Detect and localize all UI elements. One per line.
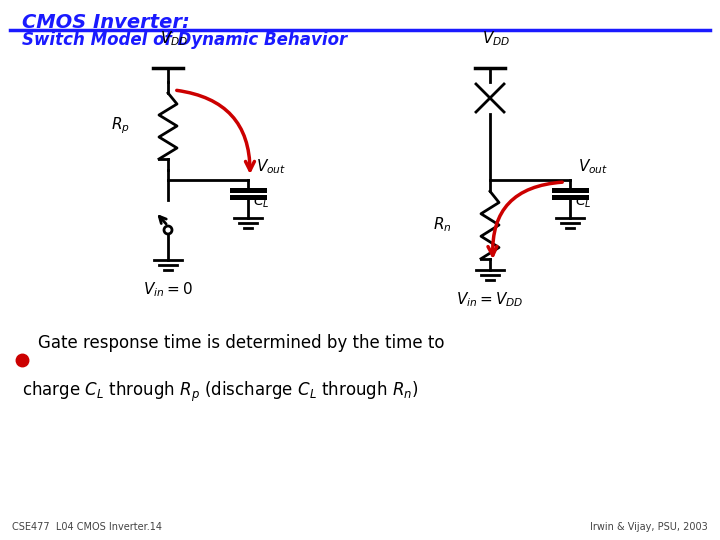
Text: Gate response time is determined by the time to: Gate response time is determined by the … bbox=[38, 334, 444, 352]
Text: $V_{DD}$: $V_{DD}$ bbox=[160, 29, 189, 48]
Text: $C_L$: $C_L$ bbox=[253, 194, 269, 211]
Text: $V_{in} = V_{DD}$: $V_{in} = V_{DD}$ bbox=[456, 290, 524, 309]
Text: $V_{DD}$: $V_{DD}$ bbox=[482, 29, 510, 48]
Text: $R_n$: $R_n$ bbox=[433, 215, 452, 234]
Text: $V_{in} = 0$: $V_{in} = 0$ bbox=[143, 280, 193, 299]
Text: $V_{out}$: $V_{out}$ bbox=[578, 157, 608, 176]
Text: charge $C_L$ through $R_p$ (discharge $C_L$ through $R_n$): charge $C_L$ through $R_p$ (discharge $C… bbox=[22, 380, 419, 404]
Text: CSE477  L04 CMOS Inverter.14: CSE477 L04 CMOS Inverter.14 bbox=[12, 522, 162, 532]
Text: Switch Model of Dynamic Behavior: Switch Model of Dynamic Behavior bbox=[22, 31, 347, 49]
Text: CMOS Inverter:: CMOS Inverter: bbox=[22, 13, 190, 32]
Text: Irwin & Vijay, PSU, 2003: Irwin & Vijay, PSU, 2003 bbox=[590, 522, 708, 532]
Text: $C_L$: $C_L$ bbox=[575, 194, 592, 211]
Text: $R_p$: $R_p$ bbox=[111, 116, 130, 136]
Text: $V_{out}$: $V_{out}$ bbox=[256, 157, 287, 176]
